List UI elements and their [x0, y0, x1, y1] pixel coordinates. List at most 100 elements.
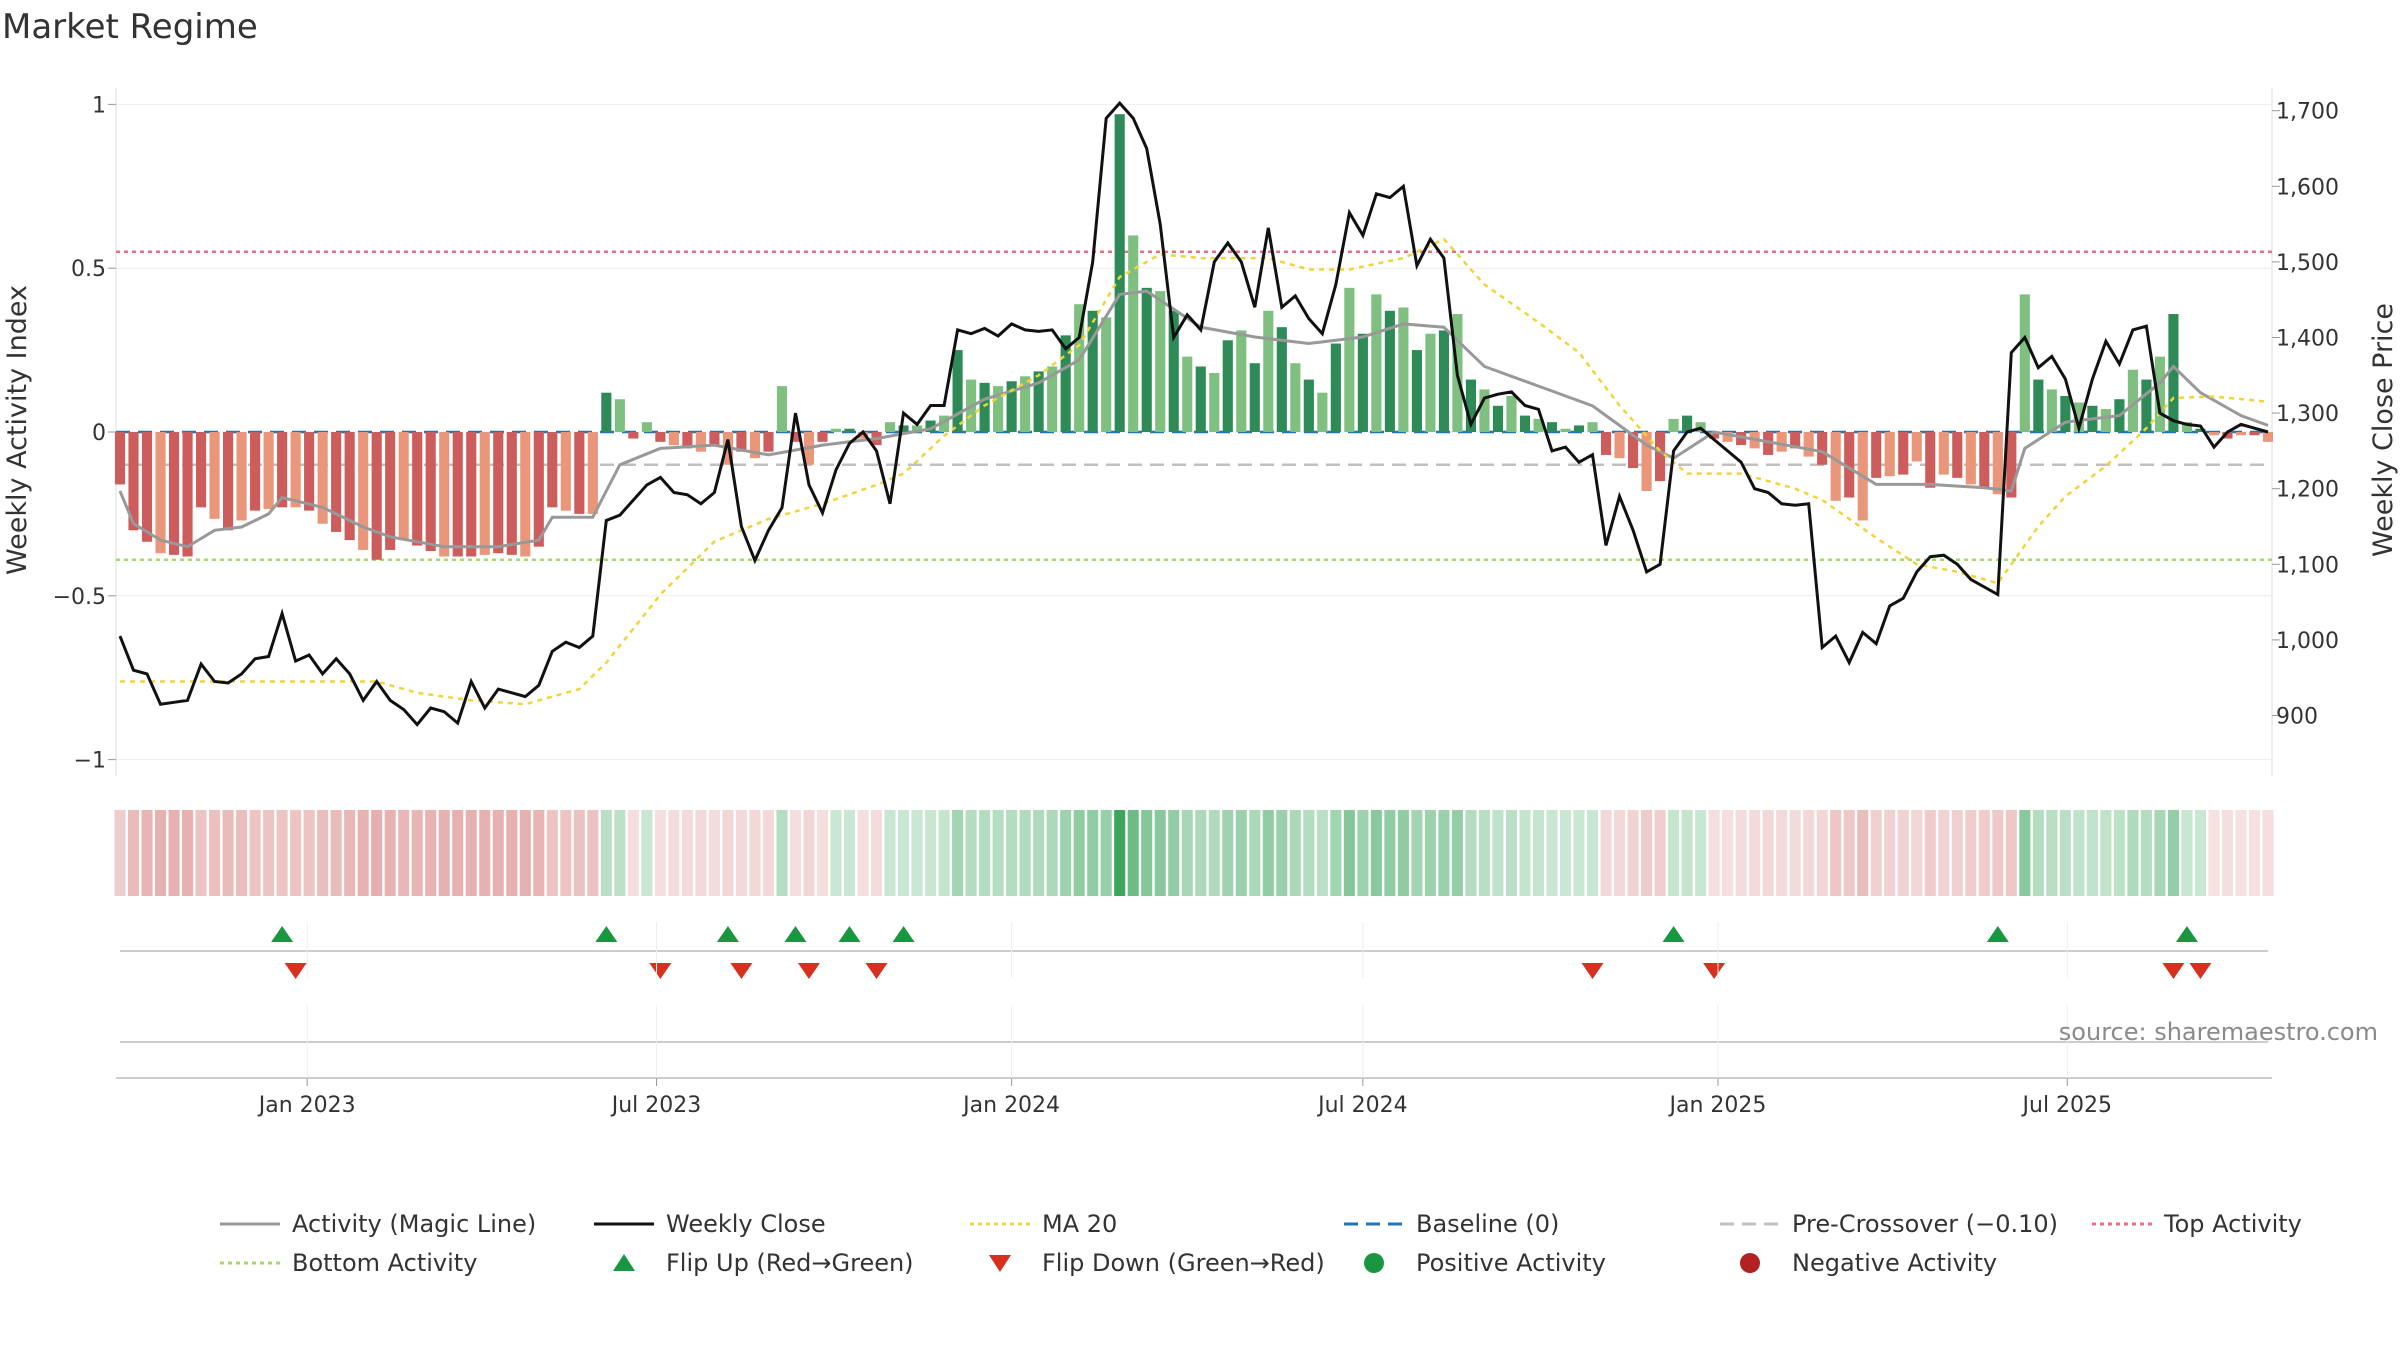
y-left-tick-label-2: 0	[92, 421, 106, 446]
flip-down-marker-0	[284, 963, 307, 979]
legend: Activity (Magic Line) Weekly Close MA 20 Ba…	[220, 1210, 2302, 1277]
activity-bar-89	[1317, 392, 1328, 432]
activity-bar-88	[1303, 379, 1314, 432]
regime-cell-47	[749, 810, 761, 896]
regime-cell-143	[2046, 810, 2058, 896]
y-left-ticks: 1 0.5 0 −0.5 −1	[53, 93, 116, 774]
flip-up-marker-2	[716, 926, 739, 942]
x-tick-label-1: Jul 2023	[610, 1093, 702, 1118]
activity-bar-96	[1411, 350, 1422, 432]
regime-cell-74	[1114, 810, 1126, 896]
activity-bar-151	[2154, 356, 2165, 432]
legend-label-4: Pre-Crossover (−0.10)	[1792, 1210, 2058, 1238]
activity-bar-57	[884, 422, 896, 432]
activity-bar-101	[1479, 389, 1490, 432]
regime-cell-102	[1492, 810, 1504, 896]
activity-bar-50	[790, 432, 801, 442]
regime-cell-78	[1168, 810, 1180, 896]
regime-cell-101	[1478, 810, 1490, 896]
regime-cell-10	[249, 810, 261, 896]
regime-cell-117	[1695, 810, 1707, 896]
y-left-tick-label-0: 1	[92, 93, 106, 118]
regime-cell-152	[2167, 810, 2179, 896]
regime-cell-66	[1006, 810, 1018, 896]
activity-bar-55	[857, 432, 869, 439]
activity-bar-43	[695, 432, 706, 452]
activity-bar-100	[1465, 379, 1477, 432]
flip-up-marker-1	[595, 926, 618, 942]
regime-cell-59	[911, 810, 923, 896]
activity-bar-128	[1844, 432, 1855, 498]
regime-cell-159	[2262, 810, 2274, 896]
flip-up-marker-8	[2175, 926, 2198, 942]
activity-bar-90	[1330, 343, 1341, 432]
y-right-tick-label-3: 1,400	[2276, 326, 2339, 351]
y-left-tick-label-1: 0.5	[71, 257, 106, 282]
activity-bar-84	[1249, 363, 1260, 432]
activity-bar-155	[2208, 432, 2220, 436]
regime-cell-86	[1276, 810, 1288, 896]
activity-bar-24	[439, 432, 450, 557]
activity-bar-153	[2181, 422, 2193, 432]
regime-cell-24	[438, 810, 450, 896]
activity-bar-110	[1600, 432, 1612, 455]
activity-bar-7	[209, 432, 220, 519]
activity-bar-87	[1290, 363, 1301, 432]
activity-bar-152	[2168, 314, 2179, 432]
activity-bar-139	[1992, 432, 2003, 495]
legend-label-8: Flip Down (Green→Red)	[1042, 1249, 1325, 1277]
regime-cell-76	[1141, 810, 1153, 896]
activity-bar-98	[1438, 330, 1449, 432]
activity-bar-67	[1020, 376, 1031, 432]
activity-bar-83	[1236, 330, 1247, 432]
y-right-tick-label-8: 900	[2276, 705, 2318, 730]
activity-bar-20	[385, 432, 396, 550]
activity-bar-138	[1979, 432, 1990, 488]
regime-cell-114	[1654, 810, 1666, 896]
activity-bar-4	[168, 432, 180, 555]
activity-bar-30	[520, 432, 531, 557]
regime-cell-88	[1303, 810, 1315, 896]
activity-bar-68	[1033, 371, 1044, 432]
legend-label-1: Weekly Close	[666, 1210, 826, 1238]
regime-cell-133	[1911, 810, 1923, 896]
regime-cell-58	[898, 810, 910, 896]
regime-cell-126	[1816, 810, 1828, 896]
activity-bar-35	[587, 432, 598, 514]
activity-bar-103	[1506, 395, 1517, 432]
y-left-tick-label-4: −1	[74, 749, 106, 774]
legend-label-7: Flip Up (Red→Green)	[666, 1249, 914, 1277]
activity-bar-46	[736, 432, 747, 452]
activity-bar-78	[1168, 310, 1179, 432]
regime-cell-52	[816, 810, 829, 896]
activity-bar-122	[1763, 432, 1774, 455]
regime-cell-30	[519, 810, 531, 896]
flip-up-marker-0	[271, 926, 294, 942]
activity-bar-49	[776, 386, 788, 432]
regime-cell-99	[1451, 810, 1463, 896]
activity-bar-140	[2006, 432, 2017, 498]
regime-cell-0	[114, 810, 126, 896]
regime-cell-57	[884, 810, 896, 896]
activity-bar-23	[425, 432, 436, 552]
regime-cell-107	[1559, 810, 1572, 896]
activity-bar-17	[344, 432, 355, 541]
regime-cell-33	[560, 810, 572, 896]
activity-bar-81	[1209, 373, 1220, 432]
regime-cell-31	[533, 810, 545, 896]
activity-bar-159	[2262, 432, 2274, 442]
regime-cell-72	[1087, 810, 1099, 896]
regime-cell-69	[1046, 810, 1058, 896]
regime-cell-148	[2113, 810, 2125, 896]
regime-cell-136	[1951, 810, 1963, 896]
regime-cell-21	[398, 810, 410, 896]
activity-bar-93	[1371, 294, 1382, 432]
flip-up-marker-5	[892, 926, 915, 942]
regime-cell-53	[830, 810, 842, 896]
regime-cell-5	[182, 810, 194, 896]
activity-bar-70	[1060, 335, 1071, 432]
regime-cell-95	[1397, 810, 1409, 896]
regime-cell-71	[1073, 810, 1085, 896]
regime-cell-138	[1978, 810, 1990, 896]
activity-bar-106	[1546, 422, 1558, 432]
